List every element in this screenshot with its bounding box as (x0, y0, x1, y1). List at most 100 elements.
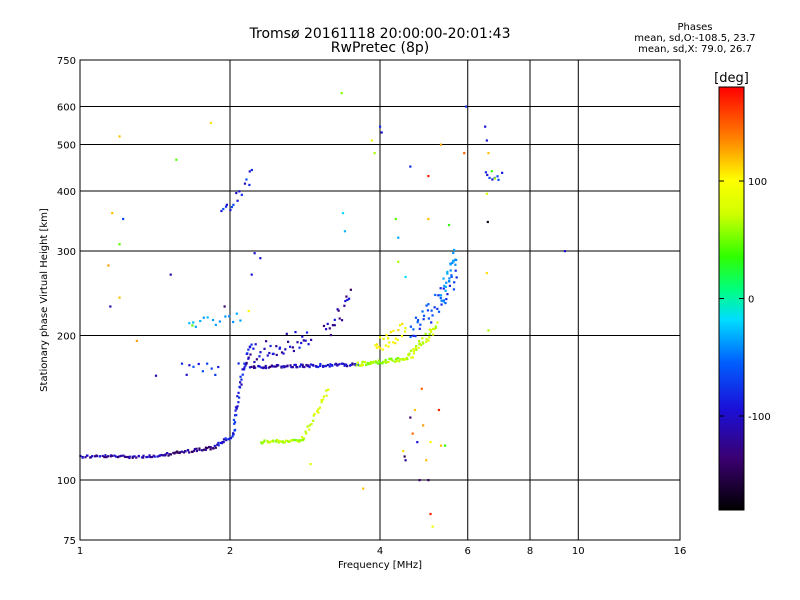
data-point (305, 331, 309, 334)
data-point (288, 440, 291, 444)
data-point (115, 455, 118, 458)
data-point (414, 316, 418, 319)
data-point (272, 439, 275, 442)
colorbar-ticks: 100 0 -100 (719, 177, 771, 423)
data-point (275, 438, 278, 442)
data-point (312, 414, 315, 417)
data-point (317, 411, 320, 414)
data-point (400, 334, 404, 338)
data-point (111, 454, 114, 457)
data-point (188, 451, 191, 454)
data-point (142, 454, 145, 457)
data-point (107, 455, 110, 458)
data-point (253, 252, 256, 255)
data-point (331, 324, 334, 327)
data-point (204, 448, 207, 451)
data-point (446, 270, 449, 273)
phases-heading: Phases (677, 22, 713, 33)
data-point (388, 357, 391, 360)
data-point (235, 413, 238, 417)
data-point (397, 236, 400, 239)
x-tick-label: 8 (527, 546, 533, 557)
data-point (358, 364, 361, 367)
data-point (233, 421, 237, 424)
data-point (412, 334, 415, 337)
y-tick-label: 400 (57, 187, 76, 198)
data-point (291, 439, 294, 442)
data-point (486, 173, 489, 177)
data-point (439, 143, 443, 146)
data-point (453, 248, 456, 252)
data-point (361, 360, 364, 364)
data-point (173, 452, 176, 455)
data-point (280, 351, 284, 354)
data-point (118, 243, 121, 246)
data-point (198, 448, 201, 451)
data-point (298, 346, 301, 349)
data-point (391, 359, 394, 362)
data-point (209, 446, 212, 449)
data-point (290, 365, 293, 369)
data-point (374, 344, 377, 347)
data-point (259, 257, 262, 260)
data-point (217, 444, 220, 447)
data-point (268, 365, 272, 368)
data-point (450, 274, 453, 277)
data-point (445, 281, 448, 284)
data-point (202, 316, 205, 319)
data-point (214, 373, 217, 377)
data-point (355, 364, 358, 367)
data-point (310, 423, 313, 426)
data-point (292, 349, 296, 353)
data-point (218, 320, 221, 323)
data-point (176, 450, 179, 453)
y-tick-label: 200 (57, 332, 76, 343)
data-point (289, 364, 292, 367)
data-point (412, 328, 415, 331)
data-point (287, 340, 290, 343)
data-point (201, 449, 204, 452)
data-point (437, 294, 440, 297)
data-point (239, 381, 242, 384)
data-point (410, 356, 413, 359)
data-point (442, 287, 445, 290)
data-point (449, 269, 452, 272)
data-point (501, 171, 504, 174)
data-point (104, 454, 107, 457)
data-point (264, 366, 268, 370)
data-point (341, 212, 345, 215)
data-point (159, 454, 162, 457)
data-point (428, 336, 431, 339)
data-point (231, 435, 234, 438)
data-point (434, 293, 437, 297)
data-points (79, 92, 567, 528)
data-point (192, 321, 195, 324)
data-point (377, 359, 380, 362)
data-point (235, 407, 238, 410)
data-point (216, 443, 219, 446)
data-point (414, 345, 418, 348)
y-tick-label: 300 (57, 247, 76, 258)
data-point (322, 395, 325, 398)
data-point (175, 158, 178, 161)
data-point (154, 374, 158, 377)
colorbar: [deg] 100 0 -100 (714, 71, 771, 511)
data-point (366, 361, 369, 365)
data-point (217, 365, 220, 369)
data-point (385, 334, 388, 337)
data-point (214, 323, 217, 326)
data-point (402, 449, 405, 453)
data-point (338, 317, 341, 320)
data-point (485, 271, 488, 275)
data-point (402, 358, 406, 361)
data-point (258, 365, 261, 368)
x-tick-label: 2 (227, 546, 233, 557)
data-point (304, 430, 307, 433)
data-point (241, 373, 244, 376)
data-point (284, 439, 288, 442)
data-point (432, 327, 435, 330)
data-point (312, 419, 315, 422)
data-point (406, 358, 409, 361)
data-point (379, 347, 382, 350)
data-point (333, 318, 336, 321)
